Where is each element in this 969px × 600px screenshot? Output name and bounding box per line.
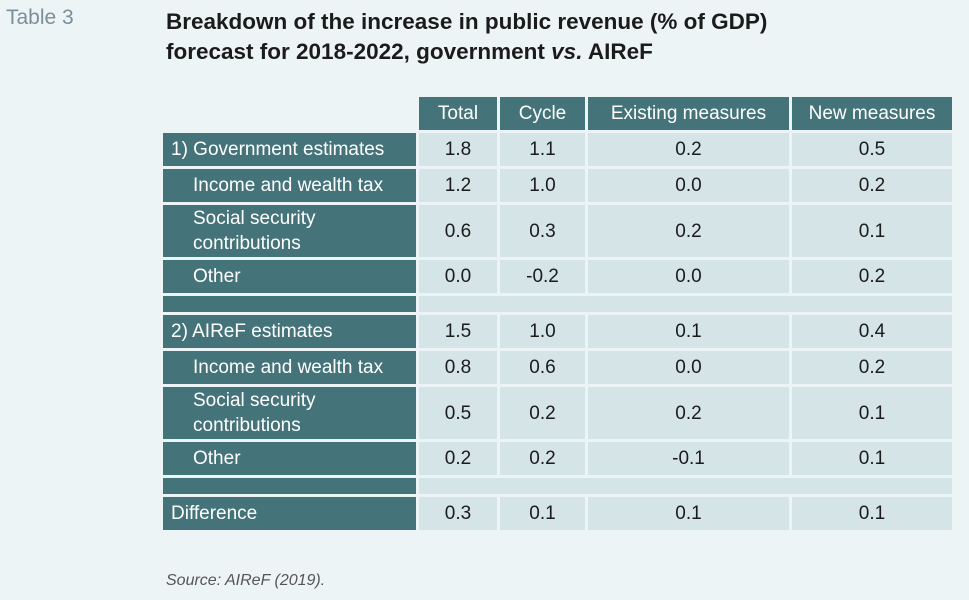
table-cell: 0.0 <box>588 351 789 384</box>
table-cell: 0.2 <box>792 351 952 384</box>
table-cell: 1.0 <box>500 169 585 202</box>
spacer-row <box>163 296 952 312</box>
table-row: Difference 0.3 0.1 0.1 0.1 <box>163 497 952 530</box>
table-cell: -0.1 <box>588 442 789 475</box>
row-label-difference: Difference <box>163 497 416 530</box>
column-header-new-measures: New measures <box>792 97 952 130</box>
row-label-other: Other <box>163 442 416 475</box>
table-row: Social security contributions 0.6 0.3 0.… <box>163 205 952 257</box>
title-line-2-prefix: forecast for 2018-2022, government <box>166 39 552 64</box>
row-label-income-wealth-tax: Income and wealth tax <box>163 351 416 384</box>
table-cell: 0.1 <box>588 497 789 530</box>
source-note: Source: AIReF (2019). <box>166 572 326 589</box>
table-cell: 0.2 <box>792 260 952 293</box>
title-line-2-vs: vs. <box>551 39 583 64</box>
table-cell: 0.2 <box>500 387 585 439</box>
row-label-income-wealth-tax: Income and wealth tax <box>163 169 416 202</box>
column-header-cycle: Cycle <box>500 97 585 130</box>
table-cell: 0.3 <box>419 497 497 530</box>
spacer-label-cell <box>163 478 416 494</box>
table-cell: 0.6 <box>419 205 497 257</box>
table-row: Income and wealth tax 1.2 1.0 0.0 0.2 <box>163 169 952 202</box>
row-label-social-security: Social security contributions <box>163 387 416 439</box>
title-line-2-suffix: AIReF <box>582 39 653 64</box>
table-cell: 1.5 <box>419 315 497 348</box>
table-cell: 0.1 <box>792 497 952 530</box>
column-header-existing-measures: Existing measures <box>588 97 789 130</box>
table-cell: 0.4 <box>792 315 952 348</box>
table-cell: 1.0 <box>500 315 585 348</box>
table-cell: 0.5 <box>792 133 952 166</box>
spacer-value-cell <box>419 296 952 312</box>
table-row: 2) AIReF estimates 1.5 1.0 0.1 0.4 <box>163 315 952 348</box>
table-cell: 0.6 <box>500 351 585 384</box>
table-cell: 0.5 <box>419 387 497 439</box>
table-cell: 0.2 <box>419 442 497 475</box>
table-cell: 0.2 <box>588 205 789 257</box>
spacer-value-cell <box>419 478 952 494</box>
table-cell: 0.2 <box>588 133 789 166</box>
table-row: Social security contributions 0.5 0.2 0.… <box>163 387 952 439</box>
header-corner <box>163 97 416 130</box>
revenue-breakdown-table: Total Cycle Existing measures New measur… <box>160 94 955 533</box>
table-row: Income and wealth tax 0.8 0.6 0.0 0.2 <box>163 351 952 384</box>
column-header-total: Total <box>419 97 497 130</box>
header-row: Total Cycle Existing measures New measur… <box>163 97 952 130</box>
row-label-government-estimates: 1) Government estimates <box>163 133 416 166</box>
table-cell: 1.8 <box>419 133 497 166</box>
title-line-1: Breakdown of the increase in public reve… <box>166 9 768 34</box>
table-cell: 0.1 <box>500 497 585 530</box>
table-cell: 0.3 <box>500 205 585 257</box>
table-cell: 0.1 <box>792 205 952 257</box>
table-title: Breakdown of the increase in public reve… <box>166 7 767 67</box>
row-label-other: Other <box>163 260 416 293</box>
spacer-label-cell <box>163 296 416 312</box>
table-cell: 0.0 <box>588 169 789 202</box>
table-cell: 0.8 <box>419 351 497 384</box>
table-cell: 0.0 <box>588 260 789 293</box>
table-cell: -0.2 <box>500 260 585 293</box>
row-label-social-security: Social security contributions <box>163 205 416 257</box>
table-row: Other 0.2 0.2 -0.1 0.1 <box>163 442 952 475</box>
table-cell: 0.2 <box>500 442 585 475</box>
table-cell: 0.1 <box>588 315 789 348</box>
table-number-label: Table 3 <box>6 6 74 29</box>
table-cell: 0.2 <box>792 169 952 202</box>
table-cell: 0.1 <box>792 442 952 475</box>
table-row: 1) Government estimates 1.8 1.1 0.2 0.5 <box>163 133 952 166</box>
table-cell: 0.1 <box>792 387 952 439</box>
table-cell: 0.0 <box>419 260 497 293</box>
table-cell: 0.2 <box>588 387 789 439</box>
table-cell: 1.2 <box>419 169 497 202</box>
row-label-airef-estimates: 2) AIReF estimates <box>163 315 416 348</box>
table-row: Other 0.0 -0.2 0.0 0.2 <box>163 260 952 293</box>
table-cell: 1.1 <box>500 133 585 166</box>
spacer-row <box>163 478 952 494</box>
